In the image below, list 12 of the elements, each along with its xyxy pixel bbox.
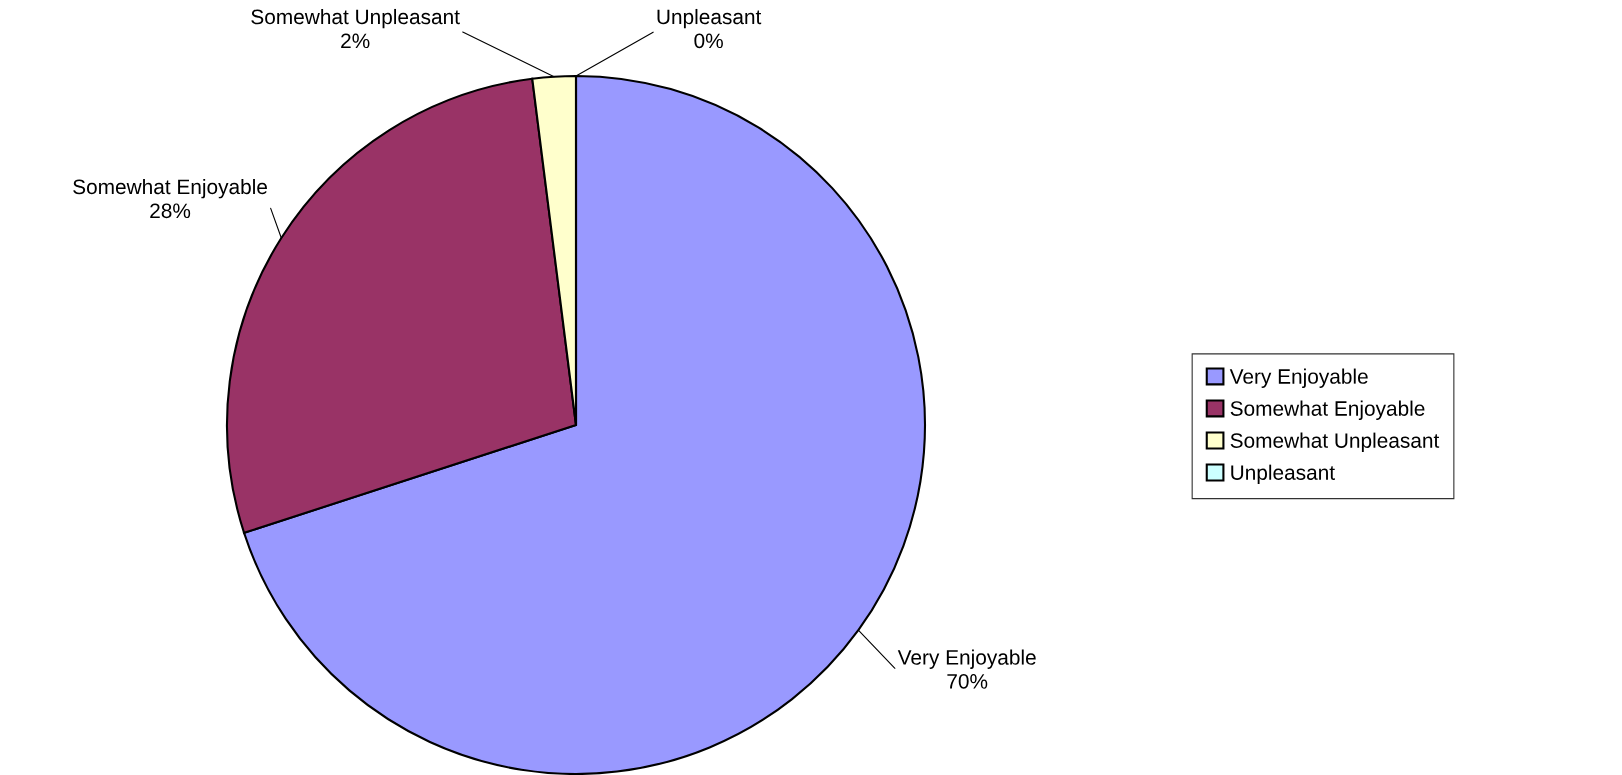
slice-label: Somewhat Unpleasant — [251, 8, 460, 29]
slice-label: Very Enjoyable — [897, 649, 1036, 669]
category-label: Unpleasant — [657, 8, 762, 29]
legend-label: Somewhat Enjoyable — [1230, 400, 1425, 420]
text: 0% — [694, 33, 723, 49]
slice-label: Somewhat Enjoyable — [73, 178, 267, 199]
data-label: 70% — [947, 673, 988, 689]
legend-label: Somewhat Unpleasant — [1230, 432, 1440, 453]
legend-label: Very Enjoyable — [1229, 368, 1368, 388]
data-label: 28% — [150, 203, 191, 219]
data-label: 2% — [341, 33, 370, 49]
legend-label: Unpleasant — [1231, 464, 1335, 485]
